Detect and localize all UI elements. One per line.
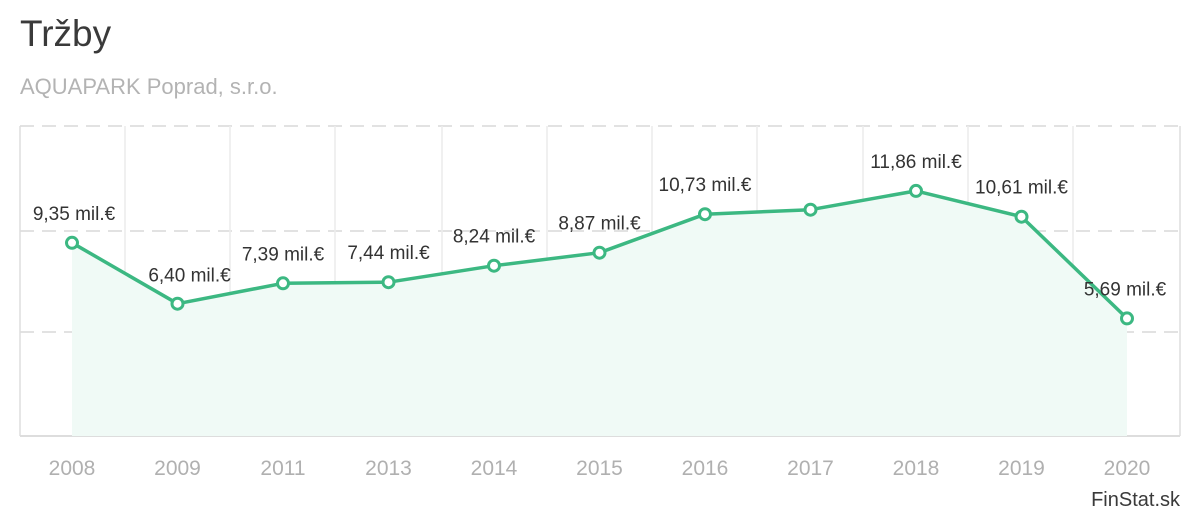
x-tick-label-2015: 2015 [576,457,623,480]
x-tick-label-2016: 2016 [682,457,729,480]
x-tick-label-2013: 2013 [365,457,412,480]
x-tick-label-2014: 2014 [471,457,518,480]
data-label-2009: 6,40 mil.€ [148,266,231,287]
data-point-2014 [487,258,501,273]
data-label-2019: 10,61 mil.€ [975,178,1068,199]
x-tick-label-2011: 2011 [260,457,305,480]
data-point-2017 [803,202,818,217]
x-tick-label-2018: 2018 [893,457,940,480]
data-label-2016: 10,73 mil.€ [659,175,752,196]
x-tick-label-2009: 2009 [154,457,201,480]
point-layer [65,183,1134,326]
data-point-2016 [698,207,712,222]
x-tick-label-2019: 2019 [998,457,1045,480]
data-label-2015: 8,87 mil.€ [558,214,641,235]
x-tick-label-2020: 2020 [1104,457,1151,480]
data-point-2009 [170,296,185,311]
x-tick-label-2017: 2017 [787,457,834,480]
data-label-2020: 5,69 mil.€ [1084,279,1167,300]
area-layer [72,190,1127,436]
data-point-2011 [276,276,290,291]
tick-layer: 2008 2009 2011 2013 2014 2015 2016 2017 2018 2019… [49,457,1151,480]
data-label-2014: 8,24 mil.€ [453,227,536,248]
x-tick-label-2008: 2008 [49,457,96,480]
chart-subtitle: AQUAPARK Poprad, s.r.o. [20,74,278,99]
data-point-2020 [1120,311,1134,326]
data-point-2008 [65,235,79,250]
data-label-2011: 7,39 mil.€ [242,244,325,265]
data-label-2008: 9,35 mil.€ [33,204,116,225]
data-point-2019 [1014,209,1029,224]
label-layer: 9,35 mil.€ 6,40 mil.€ 7,39 mil.€ 7,44 mil.€… [33,152,1167,301]
data-point-2018 [909,183,923,198]
source-credit: FinStat.sk [1091,489,1180,511]
data-label-2018: 11,86 mil.€ [870,152,962,173]
area-fill [72,190,1127,436]
data-label-2013: 7,44 mil.€ [347,243,430,264]
data-point-2015 [592,245,607,260]
chart-title: Tržby [20,13,112,54]
data-point-2013 [381,275,396,290]
